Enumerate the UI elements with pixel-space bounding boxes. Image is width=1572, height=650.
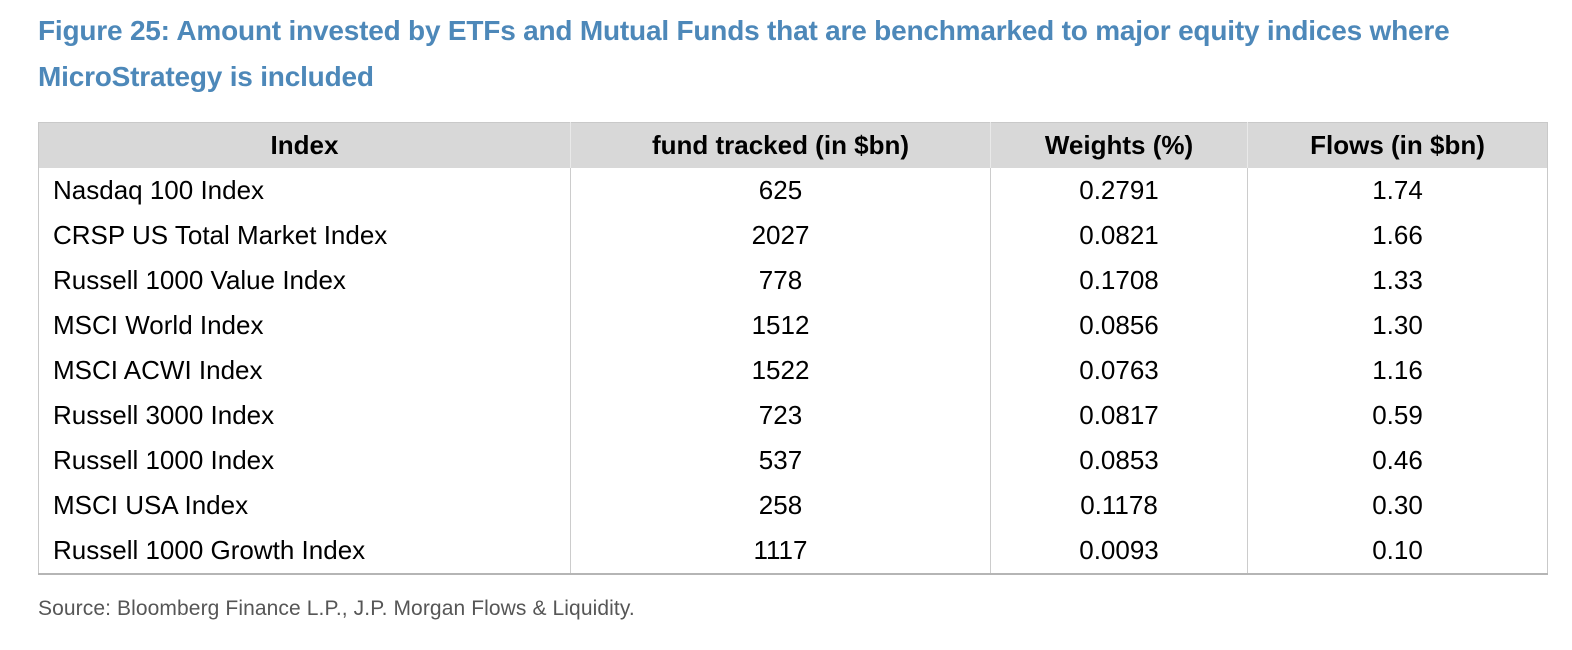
- value-cell: 625: [570, 168, 991, 213]
- value-cell: 0.1708: [990, 258, 1248, 303]
- table-row: Russell 3000 Index 723 0.0817 0.59: [38, 393, 1548, 438]
- table-header-row: Index fund tracked (in $bn) Weights (%) Flo…: [38, 122, 1548, 168]
- value-cell: 258: [570, 483, 991, 528]
- index-name-cell: Russell 1000 Growth Index: [38, 528, 571, 574]
- value-cell: 2027: [570, 213, 991, 258]
- value-cell: 1.74: [1247, 168, 1548, 213]
- value-cell: 1117: [570, 528, 991, 574]
- value-cell: 0.0817: [990, 393, 1248, 438]
- value-cell: 0.46: [1247, 438, 1548, 483]
- value-cell: 0.2791: [990, 168, 1248, 213]
- index-name-cell: Russell 1000 Value Index: [38, 258, 571, 303]
- value-cell: 0.10: [1247, 528, 1548, 574]
- value-cell: 723: [570, 393, 991, 438]
- table-row: CRSP US Total Market Index 2027 0.0821 1.66: [38, 213, 1548, 258]
- column-header-0: Index: [38, 122, 571, 168]
- index-name-cell: MSCI USA Index: [38, 483, 571, 528]
- value-cell: 1512: [570, 303, 991, 348]
- value-cell: 0.59: [1247, 393, 1548, 438]
- column-header-3: Flows (in $bn): [1247, 122, 1548, 168]
- index-name-cell: MSCI ACWI Index: [38, 348, 571, 393]
- value-cell: 1.16: [1247, 348, 1548, 393]
- column-header-1: fund tracked (in $bn): [570, 122, 991, 168]
- source-note: Source: Bloomberg Finance L.P., J.P. Mor…: [38, 597, 635, 620]
- index-name-cell: MSCI World Index: [38, 303, 571, 348]
- value-cell: 0.0093: [990, 528, 1248, 574]
- index-name-cell: Nasdaq 100 Index: [38, 168, 571, 213]
- value-cell: 0.30: [1247, 483, 1548, 528]
- index-name-cell: Russell 1000 Index: [38, 438, 571, 483]
- index-name-cell: Russell 3000 Index: [38, 393, 571, 438]
- table-row: MSCI USA Index 258 0.1178 0.30: [38, 483, 1548, 528]
- value-cell: 0.0763: [990, 348, 1248, 393]
- value-cell: 1.66: [1247, 213, 1548, 258]
- table-body: Nasdaq 100 Index 625 0.2791 1.74 CRSP US Tot…: [38, 168, 1548, 574]
- table-row: Russell 1000 Growth Index 1117 0.0093 0.10: [38, 528, 1548, 574]
- value-cell: 1.33: [1247, 258, 1548, 303]
- value-cell: 778: [570, 258, 991, 303]
- column-header-2: Weights (%): [990, 122, 1248, 168]
- table-row: MSCI World Index 1512 0.0856 1.30: [38, 303, 1548, 348]
- table-row: MSCI ACWI Index 1522 0.0763 1.16: [38, 348, 1548, 393]
- value-cell: 1522: [570, 348, 991, 393]
- value-cell: 537: [570, 438, 991, 483]
- table-row: Nasdaq 100 Index 625 0.2791 1.74: [38, 168, 1548, 213]
- index-funds-table: Index fund tracked (in $bn) Weights (%) Flo…: [38, 122, 1548, 575]
- table-row: Russell 1000 Value Index 778 0.1708 1.33: [38, 258, 1548, 303]
- value-cell: 0.0853: [990, 438, 1248, 483]
- value-cell: 0.1178: [990, 483, 1248, 528]
- index-name-cell: CRSP US Total Market Index: [38, 213, 571, 258]
- value-cell: 1.30: [1247, 303, 1548, 348]
- table-row: Russell 1000 Index 537 0.0853 0.46: [38, 438, 1548, 483]
- figure-title: Figure 25: Amount invested by ETFs and M…: [38, 15, 1450, 92]
- value-cell: 0.0821: [990, 213, 1248, 258]
- value-cell: 0.0856: [990, 303, 1248, 348]
